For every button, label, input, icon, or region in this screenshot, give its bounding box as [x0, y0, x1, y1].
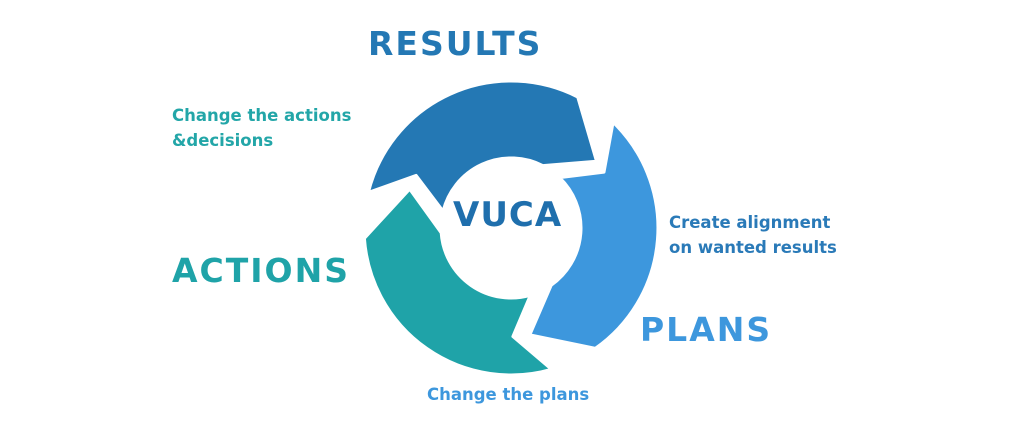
transition-note-actions-to-results: Change the actions &decisions [172, 103, 351, 153]
actions-arrow-segment [362, 187, 553, 377]
center-label: VUCA [453, 195, 563, 235]
transition-note-line: Change the plans [427, 385, 590, 404]
transition-note-plans-to-actions: Change the plans [427, 382, 589, 407]
stage-label-plans: PLANS [640, 310, 773, 349]
transition-note-line: Change the actions [172, 106, 352, 125]
plans-arrow-segment [528, 120, 660, 350]
transition-note-line: on wanted results [669, 238, 837, 257]
transition-note-line: &decisions [172, 131, 274, 150]
results-arrow-segment [366, 79, 598, 213]
stage-label-results: RESULTS [368, 24, 543, 63]
transition-note-results-to-plans: Create alignment on wanted results [669, 210, 837, 260]
transition-note-line: Create alignment [669, 213, 831, 232]
stage-label-actions: ACTIONS [172, 251, 350, 290]
